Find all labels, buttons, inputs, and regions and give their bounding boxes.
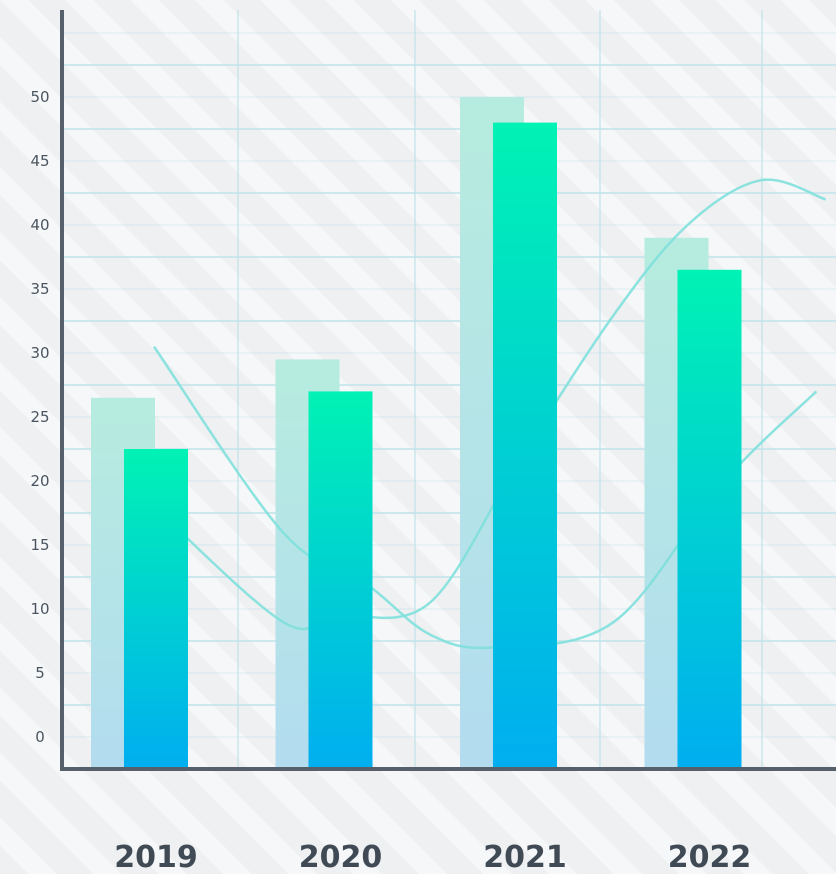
y-tick-label: 40 <box>30 216 49 234</box>
x-category-label: 2021 <box>483 840 567 874</box>
front-bar <box>124 449 188 769</box>
y-tick-label: 25 <box>30 408 49 426</box>
y-tick-label: 20 <box>30 472 49 490</box>
x-category-label: 2020 <box>299 840 383 874</box>
front-bar <box>493 122 557 770</box>
y-tick-label: 35 <box>30 280 49 298</box>
axes <box>60 10 836 771</box>
y-tick-label: 0 <box>35 728 45 746</box>
y-tick-label: 5 <box>35 664 45 682</box>
front-bar <box>308 391 373 769</box>
y-tick-label: 50 <box>30 88 49 106</box>
x-category-labels: 2019 2020 2021 2022 <box>114 840 751 874</box>
y-tick-labels: 0 5 10 15 20 25 30 35 40 45 50 <box>30 88 49 746</box>
front-bar-series <box>124 122 742 770</box>
y-tick-label: 30 <box>30 344 49 362</box>
front-bar <box>677 269 742 769</box>
x-category-label: 2019 <box>114 840 198 874</box>
y-tick-label: 15 <box>30 536 49 554</box>
y-tick-label: 45 <box>30 152 49 170</box>
grid-lines <box>62 10 836 769</box>
y-tick-label: 10 <box>30 600 49 618</box>
x-category-label: 2022 <box>668 840 752 874</box>
